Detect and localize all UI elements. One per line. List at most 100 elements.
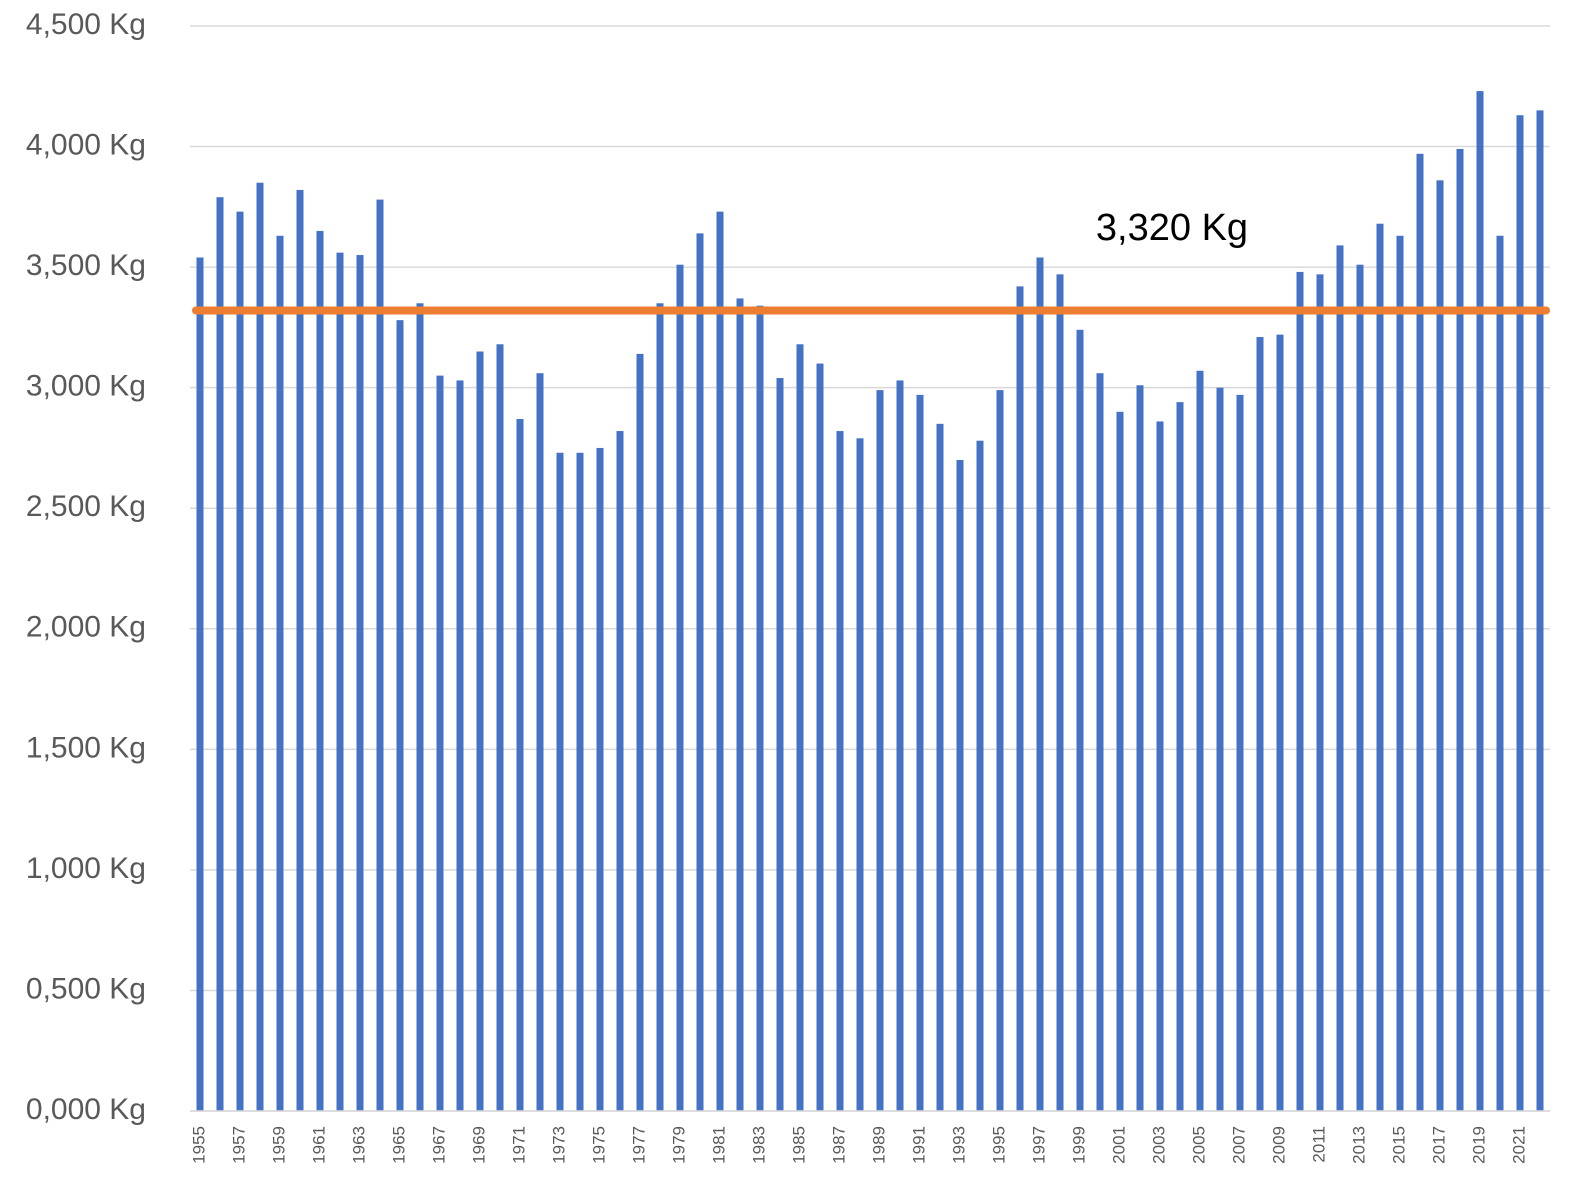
bar <box>256 182 264 1111</box>
bar <box>1356 264 1364 1111</box>
x-tick-label: 1955 <box>189 1126 208 1164</box>
bar <box>456 380 464 1111</box>
bar <box>1076 329 1084 1111</box>
bar <box>596 447 604 1111</box>
x-tick-label: 2009 <box>1269 1126 1288 1164</box>
bar <box>576 452 584 1111</box>
bar <box>1256 337 1264 1111</box>
bar <box>696 233 704 1111</box>
x-tick-label: 1989 <box>869 1126 888 1164</box>
bar <box>1236 394 1244 1111</box>
bar <box>1216 387 1224 1112</box>
bar <box>236 211 244 1112</box>
x-tick-label: 2001 <box>1109 1126 1128 1164</box>
bar <box>976 440 984 1111</box>
y-tick-label: 3,500 Kg <box>26 249 146 282</box>
x-tick-label: 2015 <box>1389 1126 1408 1164</box>
bar <box>336 252 344 1112</box>
x-tick-label: 1983 <box>749 1126 768 1164</box>
bar <box>936 423 944 1111</box>
x-tick-label: 2003 <box>1149 1126 1168 1164</box>
bar <box>396 320 404 1112</box>
bar <box>856 438 864 1111</box>
bar <box>916 394 924 1111</box>
x-tick-label: 1991 <box>909 1126 928 1164</box>
x-tick-label: 1975 <box>589 1126 608 1164</box>
bar <box>796 344 804 1111</box>
y-tick-label: 2,000 Kg <box>26 611 146 644</box>
x-tick-label: 2017 <box>1429 1126 1448 1164</box>
x-tick-label: 1971 <box>509 1126 528 1164</box>
bar <box>476 351 484 1111</box>
bar <box>736 298 744 1111</box>
bar <box>536 373 544 1111</box>
bar <box>1516 115 1524 1111</box>
bar <box>1316 274 1324 1111</box>
x-tick-label: 2011 <box>1309 1126 1328 1163</box>
bar <box>316 230 324 1111</box>
x-tick-label: 1973 <box>549 1126 568 1164</box>
x-tick-label: 1997 <box>1029 1126 1048 1164</box>
bar <box>436 375 444 1112</box>
bar <box>1096 373 1104 1111</box>
x-tick-label: 1977 <box>629 1126 648 1164</box>
bar <box>1536 110 1544 1111</box>
bar <box>276 235 284 1111</box>
bar <box>996 390 1004 1112</box>
bar <box>376 199 384 1112</box>
bar <box>296 189 304 1111</box>
bar <box>1336 245 1344 1111</box>
bar <box>1496 235 1504 1111</box>
bar <box>1396 235 1404 1111</box>
bar <box>676 264 684 1111</box>
bar <box>356 255 364 1112</box>
x-tick-label: 1961 <box>309 1126 328 1164</box>
bar <box>1476 91 1484 1112</box>
y-tick-label: 1,500 Kg <box>26 731 146 764</box>
y-tick-label: 3,000 Kg <box>26 370 146 403</box>
x-tick-label: 2019 <box>1469 1126 1488 1164</box>
x-tick-label: 2013 <box>1349 1126 1368 1164</box>
x-tick-label: 1995 <box>989 1126 1008 1164</box>
bar <box>1456 148 1464 1111</box>
bar <box>1176 402 1184 1112</box>
bar <box>756 305 764 1111</box>
reference-label: 3,320 Kg <box>1096 207 1248 249</box>
y-tick-label: 4,000 Kg <box>26 128 146 161</box>
bar <box>1376 223 1384 1111</box>
y-tick-label: 4,500 Kg <box>26 8 146 41</box>
x-tick-label: 1963 <box>349 1126 368 1164</box>
bar <box>636 353 644 1111</box>
bar <box>956 460 964 1111</box>
x-tick-label: 2021 <box>1509 1126 1528 1164</box>
x-tick-label: 1999 <box>1069 1126 1088 1164</box>
x-tick-label: 1969 <box>469 1126 488 1164</box>
bar <box>1416 153 1424 1112</box>
bar <box>1116 411 1124 1111</box>
x-tick-label: 2005 <box>1189 1126 1208 1164</box>
bar <box>496 344 504 1111</box>
bar <box>836 431 844 1112</box>
bar <box>416 303 424 1111</box>
bar <box>1136 385 1144 1111</box>
bar <box>1296 271 1304 1111</box>
bar <box>1056 274 1064 1111</box>
x-tick-label: 1985 <box>789 1126 808 1164</box>
x-tick-label: 1979 <box>669 1126 688 1164</box>
y-tick-label: 0,000 Kg <box>26 1093 146 1126</box>
bar <box>196 257 204 1111</box>
x-tick-label: 1965 <box>389 1126 408 1164</box>
bar <box>1436 180 1444 1112</box>
bar <box>876 390 884 1112</box>
x-tick-label: 1981 <box>709 1126 728 1164</box>
bar <box>816 363 824 1111</box>
x-tick-label: 1967 <box>429 1126 448 1164</box>
y-tick-label: 0,500 Kg <box>26 972 146 1005</box>
x-tick-label: 2007 <box>1229 1126 1248 1164</box>
bar <box>716 211 724 1112</box>
bar <box>1156 421 1164 1111</box>
x-tick-label: 1959 <box>269 1126 288 1164</box>
bar <box>776 378 784 1111</box>
y-tick-label: 2,500 Kg <box>26 490 146 523</box>
bar <box>556 452 564 1111</box>
